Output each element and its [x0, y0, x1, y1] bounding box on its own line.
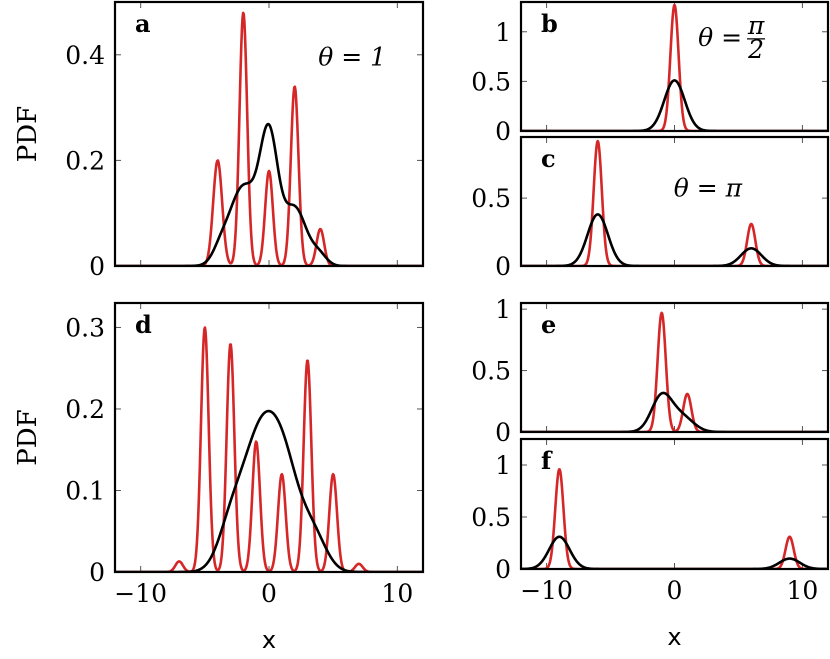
panel-a: 0 0.2 0.4 a θ = 1 PDF [13, 0, 425, 281]
y-tick-label: 0.2 [65, 395, 105, 424]
y-tick-label: 0 [495, 117, 511, 146]
plot-frame [519, 0, 830, 133]
y-tick-label: 0.5 [471, 67, 511, 96]
y-tick-label: 0.5 [471, 503, 511, 532]
annotation: θ = π [674, 173, 743, 202]
x-axis-title: x [667, 623, 681, 651]
panel-f: −10 0 10 0 0.5 1 f x [471, 437, 830, 651]
x-tick-label: −10 [520, 576, 573, 605]
red-series-line [521, 311, 828, 432]
plot-frame [113, 301, 425, 574]
y-tick-label: 1 [495, 451, 511, 480]
annotation: θ = 1 [318, 42, 386, 71]
black-series-line [521, 213, 828, 266]
y-tick-label: 0.1 [65, 476, 105, 505]
y-tick-label: 1 [495, 295, 511, 324]
red-series-line [521, 139, 828, 266]
y-tick-label: 0 [495, 252, 511, 281]
x-tick-label: 10 [787, 576, 819, 605]
black-series-line [521, 391, 828, 432]
y-tick-label: 0.4 [65, 41, 105, 70]
panel-label: e [541, 310, 556, 339]
plot-frame [113, 0, 425, 268]
panel-e: 0 0.5 1 e [471, 295, 830, 447]
y-tick-label: 0.2 [65, 146, 105, 175]
y-tick-label: 0 [495, 555, 511, 584]
y-tick-label: 0 [89, 252, 105, 281]
plot-frame [519, 135, 830, 268]
black-series-line [521, 535, 828, 569]
panel-label: b [541, 9, 558, 38]
x-tick-label: 0 [261, 579, 277, 608]
x-axis-title: x [262, 626, 276, 654]
panel-c: 0 0.5 c θ = π [471, 135, 830, 281]
panel-label: f [541, 446, 553, 475]
plot-frame [519, 301, 830, 434]
y-tick-label: 0.3 [65, 313, 105, 342]
black-series-line [115, 122, 423, 266]
panel-b: 0 0.5 1 b θ = π2 [471, 0, 830, 146]
panel-label: d [135, 310, 152, 339]
panel-label: c [541, 144, 556, 173]
plot-frame [519, 437, 830, 571]
red-series-line [521, 3, 828, 131]
black-series-line [521, 79, 828, 131]
y-tick-label: 0.5 [471, 184, 511, 213]
annotation-denominator: 2 [747, 35, 764, 64]
panel-label: a [135, 9, 151, 38]
annotation-numerator: π [747, 11, 765, 40]
red-series-line [115, 326, 423, 572]
y-tick-label: 0 [495, 418, 511, 447]
panel-d: −10 0 10 0 0.1 0.2 0.3 d PDF x [13, 301, 425, 654]
annotation: θ = [698, 23, 742, 52]
y-tick-label: 0.5 [471, 357, 511, 386]
y-tick-label: 1 [495, 18, 511, 47]
x-tick-label: −10 [114, 579, 167, 608]
x-tick-label: 10 [381, 579, 413, 608]
red-series-line [521, 468, 828, 569]
x-tick-label: 0 [667, 576, 683, 605]
y-axis-title: PDF [13, 106, 43, 162]
y-tick-label: 0 [89, 558, 105, 587]
y-axis-title: PDF [13, 409, 43, 465]
black-series-line [115, 409, 423, 572]
red-series-line [115, 11, 423, 266]
